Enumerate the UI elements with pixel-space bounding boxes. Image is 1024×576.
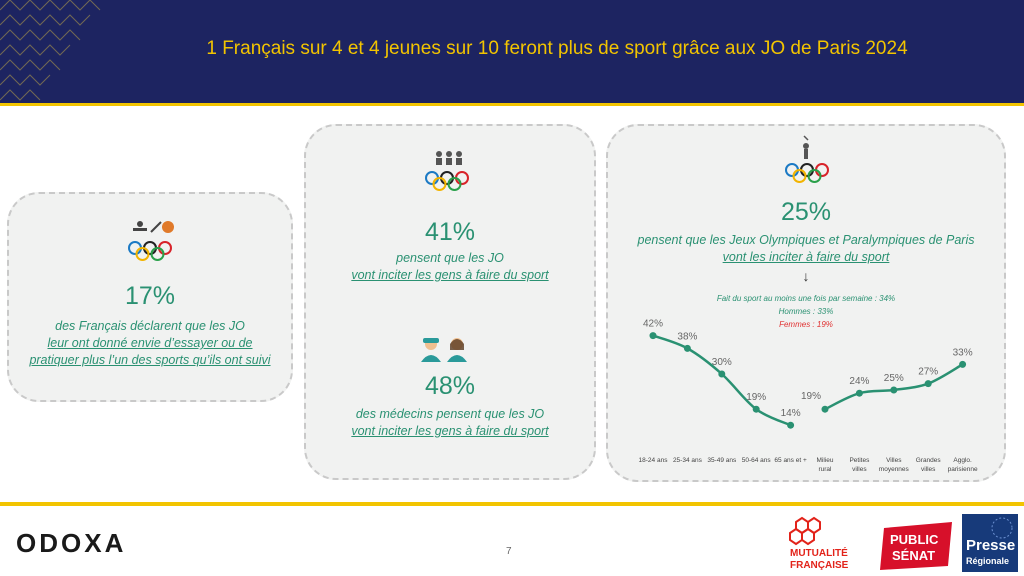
arrow-down-icon: ↓	[802, 268, 810, 284]
stat-text-line: vont inciter les gens à faire du sport	[351, 424, 549, 438]
sports-pictogram-icon	[133, 221, 174, 233]
stat-text-line: pratiquer plus l’un des sports qu’ils on…	[29, 353, 271, 367]
data-point	[821, 405, 829, 413]
tick-label: Villes moyennes	[879, 457, 910, 473]
partner-name: MUTUALITÉ	[790, 546, 848, 559]
stat-text-line: pensent que les Jeux Olympiques et Paral…	[637, 233, 975, 247]
tick-label: Petites villes	[849, 457, 870, 473]
tick-label: Agglo. parisienne	[948, 457, 978, 473]
tick-label: Milieu rural	[817, 457, 834, 473]
stat-value: 41%	[424, 218, 476, 246]
data-point	[718, 370, 726, 378]
stat-value: 48%	[424, 372, 476, 400]
olympic-rings-icon	[425, 171, 469, 191]
partner-name: Presse	[966, 537, 1015, 554]
tick-label: 18-24 ans	[639, 457, 669, 464]
partner-name: PUBLIC	[890, 532, 939, 547]
partner-name: SÉNAT	[892, 548, 935, 563]
data-label: 19%	[746, 392, 766, 403]
stat-value: 25%	[780, 198, 832, 226]
data-point	[649, 332, 657, 340]
stat-text-line: des Français déclarent que les JO	[55, 319, 245, 333]
tick-label: 65 ans et +	[774, 457, 807, 464]
odoxa-logo: ODOXA	[16, 528, 127, 558]
data-point	[787, 421, 795, 429]
stat-card-fans: 17% des Français déclarent que les JO le…	[7, 192, 293, 402]
data-label: 24%	[849, 376, 869, 387]
presse-regionale-logo: Presse Régionale	[962, 514, 1018, 572]
data-point	[924, 380, 932, 388]
stat-text-line: vont les inciter à faire du sport	[722, 250, 890, 264]
partner-name: FRANÇAISE	[790, 560, 849, 571]
stat-text-line: vont inciter les gens à faire du sport	[351, 268, 549, 282]
data-label: 38%	[677, 331, 697, 342]
data-label: 25%	[884, 373, 904, 384]
data-label: 14%	[781, 408, 801, 419]
partner-name: Régionale	[966, 556, 1009, 566]
data-label: 19%	[801, 391, 821, 402]
data-label: 42%	[643, 319, 663, 330]
line-chart: 42%38%30%19%14%19%24% 25%27%33%18-24 ans 2…	[639, 319, 978, 473]
page-number: 7	[506, 546, 512, 557]
note-men: Hommes : 33%	[778, 307, 834, 316]
data-label: 30%	[712, 357, 732, 368]
data-point	[683, 344, 691, 352]
stat-value: 17%	[124, 282, 176, 310]
stat-card-general: 41% pensent que les JO vont inciter les …	[304, 124, 596, 480]
header-banner: 1 Français sur 4 et 4 jeunes sur 10 fero…	[0, 0, 1024, 103]
divider	[0, 502, 1024, 506]
tick-label: 50-64 ans	[742, 457, 772, 464]
page-title: 1 Français sur 4 et 4 jeunes sur 10 fero…	[206, 38, 908, 59]
data-label: 33%	[953, 347, 973, 358]
mutualite-francaise-logo: MUTUALITÉ FRANÇAISE	[789, 516, 849, 571]
stat-text-line: pensent que les JO	[396, 251, 504, 265]
data-label: 27%	[918, 367, 938, 378]
stat-card-breakdown: 25% pensent que les Jeux Olympiques et P…	[606, 124, 1006, 482]
doctors-icon	[421, 338, 467, 362]
data-point	[890, 386, 898, 394]
tick-label: 25-34 ans	[673, 457, 703, 464]
decorative-pattern	[0, 0, 101, 101]
series-line	[652, 334, 792, 427]
data-point	[959, 360, 967, 368]
data-point	[855, 389, 863, 397]
torch-pictogram-icon	[803, 135, 809, 159]
tick-label: 35-49 ans	[707, 457, 737, 464]
data-point	[752, 405, 760, 413]
olympic-rings-icon	[128, 241, 172, 261]
divider	[0, 103, 1024, 106]
stat-text-line: des médecins pensent que les JO	[355, 407, 545, 421]
stat-text-line: leur ont donné envie d’essayer ou de	[47, 336, 253, 350]
note-women: Femmes : 19%	[779, 320, 833, 329]
spectators-pictogram-icon	[436, 151, 462, 165]
tick-label: Grandes villes	[916, 457, 942, 473]
public-senat-logo: PUBLIC SÉNAT	[880, 522, 952, 570]
olympic-rings-icon	[785, 163, 829, 183]
note-weekly-sport: Fait du sport au moins une fois par sema…	[716, 294, 896, 303]
